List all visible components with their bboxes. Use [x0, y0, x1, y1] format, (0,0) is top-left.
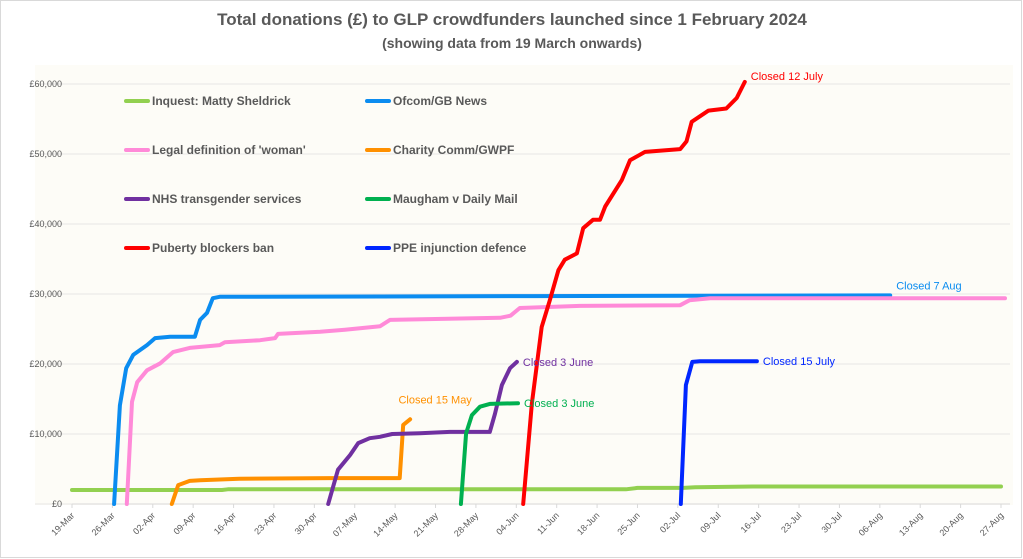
legend-entry: Charity Comm/GWPF — [393, 143, 514, 157]
legend-entry: Ofcom/GB News — [393, 94, 487, 108]
y-tick-label: £20,000 — [29, 359, 62, 369]
annotation-label: Closed 15 May — [398, 394, 472, 406]
legend-entry: PPE injunction defence — [393, 241, 527, 255]
series-line-6 — [521, 79, 747, 506]
legend-entry: Legal definition of 'woman' — [152, 143, 306, 157]
chart-title: Total donations (£) to GLP crowdfunders … — [217, 10, 807, 29]
annotation-label: Closed 12 July — [751, 71, 824, 83]
series-line-5 — [458, 401, 520, 506]
y-tick-label: £40,000 — [29, 219, 62, 229]
legend-entry: Maugham v Daily Mail — [393, 192, 518, 206]
legend-entry: Puberty blockers ban — [152, 241, 274, 255]
series-line-2 — [124, 296, 1007, 506]
series-line-7 — [678, 359, 759, 506]
series-line-0 — [70, 484, 1003, 492]
annotation-label: Closed 7 Aug — [896, 280, 961, 292]
legend-entry: NHS transgender services — [152, 192, 302, 206]
plot-area — [35, 65, 1013, 505]
y-tick-label: £50,000 — [29, 149, 62, 159]
y-tick-label: £0 — [52, 499, 62, 509]
y-tick-label: £10,000 — [29, 429, 62, 439]
y-tick-label: £30,000 — [29, 289, 62, 299]
series-line-1 — [112, 293, 893, 506]
series-line-4 — [326, 359, 519, 506]
chart-subtitle: (showing data from 19 March onwards) — [382, 35, 642, 51]
legend-entry: Inquest: Matty Sheldrick — [152, 94, 291, 108]
series-line-3 — [169, 417, 413, 506]
annotation-label: Closed 3 June — [523, 357, 593, 369]
annotation-label: Closed 15 July — [763, 356, 836, 368]
annotation-label: Closed 3 June — [524, 398, 594, 410]
y-tick-label: £60,000 — [29, 79, 62, 89]
